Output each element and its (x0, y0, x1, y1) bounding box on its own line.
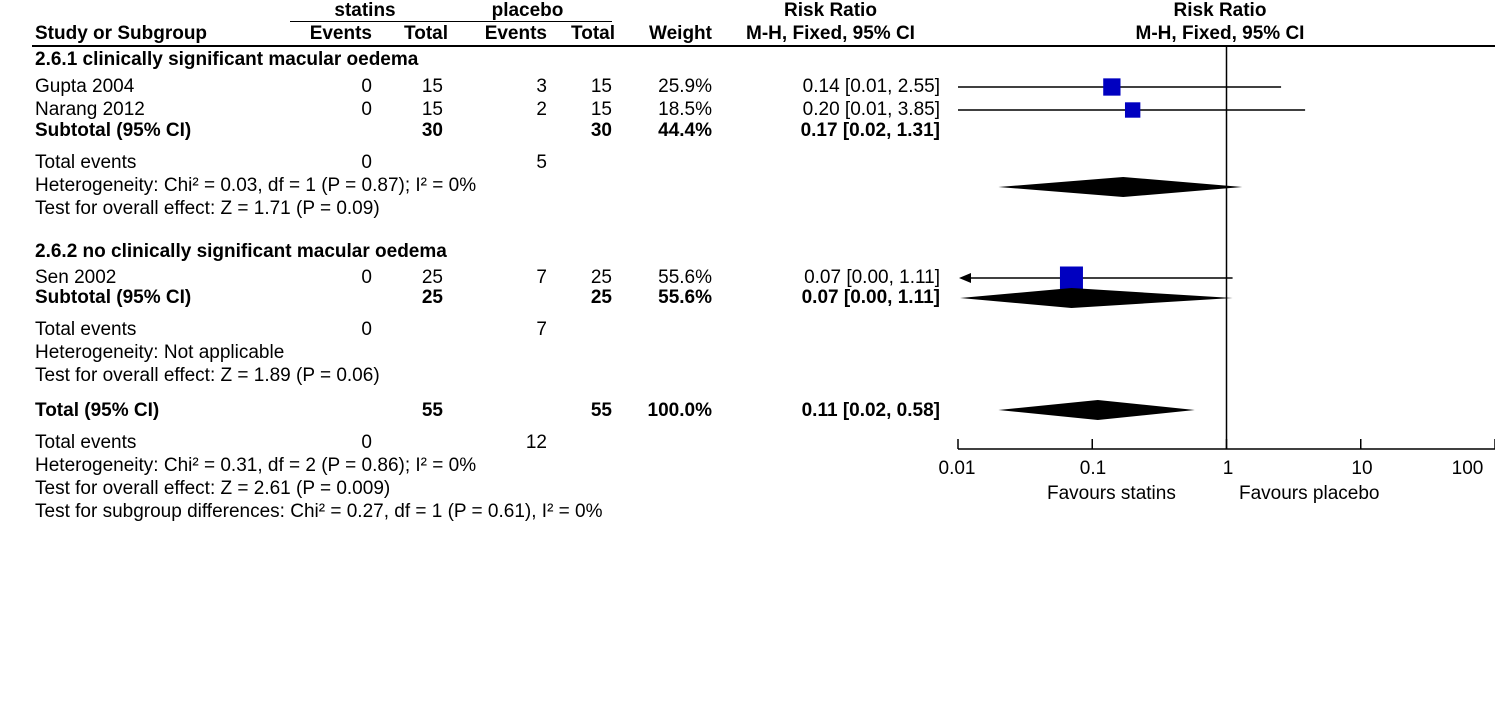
favours-placebo-label: Favours placebo (1239, 483, 1380, 504)
total-events1: 0 (361, 152, 372, 173)
overall-effect-text: Test for overall effect: Z = 1.89 (P = 0… (35, 365, 380, 386)
total1: 25 (421, 267, 443, 288)
rr-column-method: M-H, Fixed, 95% CI (746, 23, 915, 44)
weight: 18.5% (658, 99, 712, 120)
total-events-label: Total events (35, 432, 137, 453)
subtotal-total1: 30 (421, 120, 443, 141)
events2: 7 (536, 267, 547, 288)
pooled-diamond (960, 288, 1233, 308)
total-events1: 0 (361, 319, 372, 340)
subtotal-total2: 30 (590, 120, 612, 141)
total-label: Total (95% CI) (35, 400, 160, 421)
overall-effect-text: Test for overall effect: Z = 2.61 (P = 0… (35, 478, 391, 499)
total-events1: 0 (361, 432, 372, 453)
study-marker (1103, 78, 1121, 96)
study-name: Narang 2012 (35, 99, 145, 120)
axis-tick-label: 1 (1222, 458, 1234, 479)
total1-header: Total (404, 23, 448, 44)
heterogeneity-text: Heterogeneity: Chi² = 0.03, df = 1 (P = … (35, 175, 477, 196)
header-rule (32, 45, 1495, 47)
plot-method: M-H, Fixed, 95% CI (1135, 23, 1305, 44)
weight: 25.9% (658, 76, 712, 97)
events1-header: Events (309, 23, 372, 44)
heterogeneity-text: Heterogeneity: Chi² = 0.31, df = 2 (P = … (35, 455, 477, 476)
subtotal-total2: 25 (590, 287, 612, 308)
favours-statins-label: Favours statins (1047, 483, 1176, 504)
pooled-diamond (998, 177, 1243, 197)
total-events2: 5 (536, 152, 547, 173)
heterogeneity-text: Heterogeneity: Not applicable (35, 342, 285, 363)
total-weight: 100.0% (647, 400, 712, 421)
events2: 3 (536, 76, 547, 97)
total-events-label: Total events (35, 152, 137, 173)
total1: 15 (421, 76, 443, 97)
axis-tick-label: 10 (1351, 458, 1373, 479)
total-total1: 55 (421, 400, 443, 421)
study-marker (1124, 102, 1141, 118)
axis-tick-label: 100 (1451, 458, 1484, 479)
events2-header: Events (484, 23, 547, 44)
study-marker (1059, 266, 1083, 290)
group-underline (290, 21, 612, 22)
group1-header: statins (334, 0, 396, 21)
weight: 55.6% (658, 267, 712, 288)
total2: 15 (590, 99, 612, 120)
total2: 15 (590, 76, 612, 97)
subgroup-1-title: 2.6.1 clinically significant macular oed… (35, 49, 419, 70)
weight-header: Weight (649, 23, 712, 44)
ci-arrow (959, 273, 971, 283)
total-ci: 0.11 [0.02, 0.58] (801, 400, 940, 421)
risk-ratio-ci: 0.14 [0.01, 2.55] (802, 76, 940, 97)
subgroup-2-title: 2.6.2 no clinically significant macular … (35, 241, 447, 262)
subtotal-ci: 0.07 [0.00, 1.11] (801, 287, 940, 308)
total-events2: 12 (525, 432, 547, 453)
total-events-label: Total events (35, 319, 137, 340)
events1: 0 (361, 99, 372, 120)
events1: 0 (361, 267, 372, 288)
total1: 15 (421, 99, 443, 120)
events1: 0 (361, 76, 372, 97)
total2-header: Total (571, 23, 615, 44)
study-name: Gupta 2004 (35, 76, 135, 97)
rr-column-title: Risk Ratio (784, 0, 877, 21)
axis-tick-label: 0.1 (1079, 458, 1107, 479)
subtotal-ci: 0.17 [0.02, 1.31] (800, 120, 940, 141)
pooled-diamond (998, 400, 1195, 420)
total-total2: 55 (590, 400, 612, 421)
subtotal-label: Subtotal (95% CI) (35, 120, 192, 141)
total-events2: 7 (536, 319, 547, 340)
group2-header: placebo (491, 0, 564, 21)
subtotal-total1: 25 (421, 287, 443, 308)
overall-effect-text: Test for overall effect: Z = 1.71 (P = 0… (35, 198, 380, 219)
subtotal-weight: 44.4% (658, 120, 712, 141)
study-name: Sen 2002 (35, 267, 117, 288)
risk-ratio-ci: 0.07 [0.00, 1.11] (804, 267, 940, 288)
plot-title: Risk Ratio (1173, 0, 1267, 21)
subgroup-differences-text: Test for subgroup differences: Chi² = 0.… (35, 501, 603, 522)
subtotal-weight: 55.6% (658, 287, 712, 308)
study-column-header: Study or Subgroup (35, 23, 208, 44)
axis-tick-label: 0.01 (938, 458, 976, 479)
subtotal-label: Subtotal (95% CI) (35, 287, 192, 308)
total2: 25 (590, 267, 612, 288)
events2: 2 (536, 99, 547, 120)
risk-ratio-ci: 0.20 [0.01, 3.85] (802, 99, 940, 120)
